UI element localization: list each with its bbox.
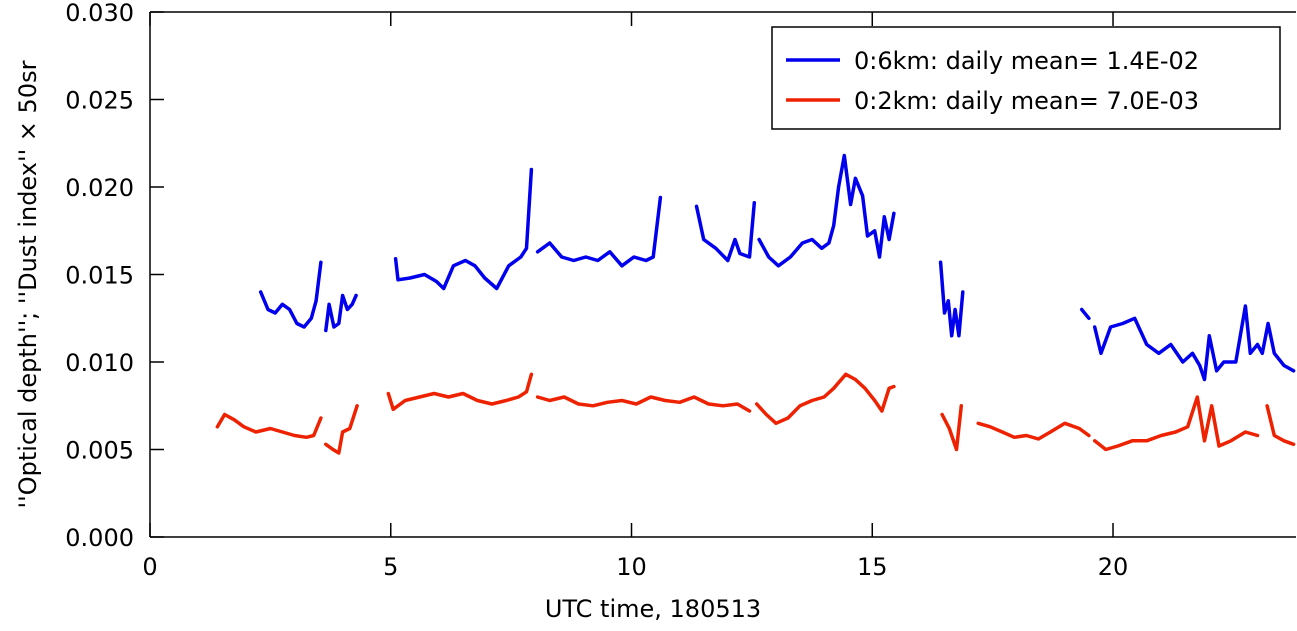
- series-1-segment-8: [1265, 404, 1296, 447]
- x-tick-label: 15: [857, 553, 888, 581]
- series-0-segment-2: [393, 167, 534, 291]
- series-0-segment-7: [1079, 307, 1091, 321]
- x-tick-label: 5: [383, 553, 398, 581]
- series-1-segment-2: [386, 372, 534, 412]
- series-1-segment-1: [324, 404, 359, 455]
- series-1-segment-7: [1092, 395, 1260, 452]
- legend-box: [771, 26, 1281, 130]
- y-tick-label: 0.000: [65, 524, 134, 552]
- series-0-segment-1: [324, 293, 358, 333]
- y-tick-label: 0.010: [65, 349, 134, 377]
- legend-label-1: 0:2km: daily mean= 7.0E-03: [854, 87, 1199, 115]
- series-1-segment-6: [976, 421, 1091, 441]
- series-0-segment-6: [938, 260, 965, 338]
- y-tick-label: 0.005: [65, 437, 134, 465]
- series-0-segment-3: [535, 195, 663, 268]
- x-axis-label: UTC time, 180513: [545, 595, 761, 623]
- series-1-segment-5: [940, 404, 964, 452]
- y-tick-label: 0.025: [65, 87, 134, 115]
- series-0-segment-8: [1092, 304, 1296, 382]
- x-tick-label: 20: [1098, 553, 1129, 581]
- series-0-segment-0: [258, 260, 323, 329]
- x-tick-label: 0: [142, 553, 157, 581]
- y-tick-label: 0.020: [65, 174, 134, 202]
- legend: 0:6km: daily mean= 1.4E-02 0:2km: daily m…: [771, 26, 1281, 130]
- y-tick-label: 0.030: [65, 0, 134, 27]
- y-tick-label: 0.015: [65, 262, 134, 290]
- series-1-segment-3: [535, 395, 752, 413]
- series-lines: [215, 153, 1296, 455]
- axes: 0.000 0.005 0.010 0.015 0.020 0.025 0.030 0 5 10 1…: [14, 0, 1296, 623]
- series-1-segment-4: [754, 372, 896, 426]
- y-axis-label: ''Optical depth''; ''Dust index'' × 50sr: [14, 60, 42, 508]
- legend-label-0: 0:6km: daily mean= 1.4E-02: [854, 47, 1199, 75]
- series-0-segment-4: [694, 201, 757, 263]
- x-tick-label: 10: [616, 553, 647, 581]
- series-1-segment-0: [215, 412, 323, 440]
- series-0-segment-5: [757, 153, 896, 268]
